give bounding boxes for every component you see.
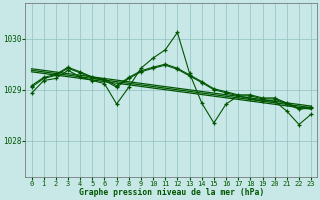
X-axis label: Graphe pression niveau de la mer (hPa): Graphe pression niveau de la mer (hPa) <box>79 188 264 197</box>
